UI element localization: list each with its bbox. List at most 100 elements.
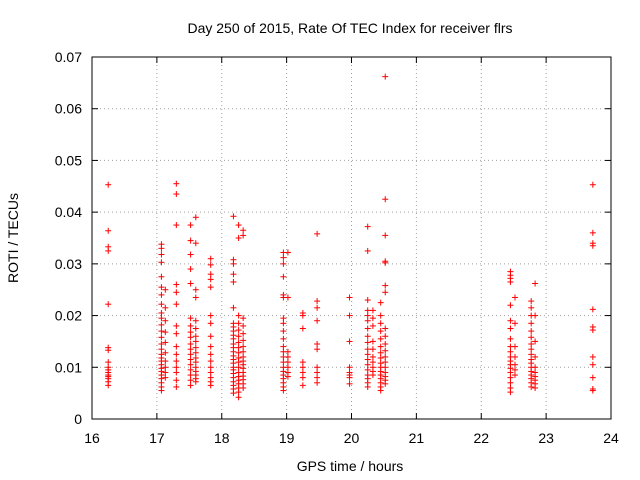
- x-tick-label: 21: [409, 430, 425, 446]
- data-point: [589, 327, 596, 334]
- data-point: [187, 237, 194, 244]
- data-point: [158, 284, 165, 291]
- data-point: [158, 259, 165, 266]
- data-point: [377, 387, 384, 394]
- data-point: [235, 320, 242, 327]
- y-tick-label: 0.02: [55, 308, 82, 324]
- data-point: [511, 372, 518, 379]
- data-point: [369, 359, 376, 366]
- data-point: [528, 298, 535, 305]
- data-point: [589, 353, 596, 360]
- data-point: [105, 347, 112, 354]
- data-point: [377, 343, 384, 350]
- data-point: [528, 320, 535, 327]
- grid-lines: [92, 57, 611, 419]
- x-tick-label: 17: [149, 430, 165, 446]
- data-point: [192, 344, 199, 351]
- data-point: [346, 364, 353, 371]
- data-point: [507, 369, 514, 376]
- data-point: [364, 297, 371, 304]
- data-point: [280, 343, 287, 350]
- data-points: [105, 73, 596, 401]
- data-point: [346, 312, 353, 319]
- data-point: [187, 322, 194, 329]
- data-point: [507, 325, 514, 332]
- data-point: [532, 364, 539, 371]
- data-point: [532, 353, 539, 360]
- data-point: [377, 320, 384, 327]
- data-point: [364, 312, 371, 319]
- data-point: [382, 259, 389, 266]
- data-point: [207, 261, 214, 268]
- x-tick-label: 23: [538, 430, 554, 446]
- y-tick-label: 0: [74, 411, 82, 427]
- y-tick-label: 0.03: [55, 256, 82, 272]
- data-point: [235, 339, 242, 346]
- data-point: [280, 254, 287, 261]
- data-point: [280, 320, 287, 327]
- data-point: [158, 273, 165, 280]
- data-point: [511, 366, 518, 373]
- data-point: [284, 348, 291, 355]
- x-axis-label: GPS time / hours: [297, 458, 404, 474]
- y-axis-label: ROTI / TECUs: [5, 193, 21, 283]
- data-point: [284, 249, 291, 256]
- data-point: [158, 346, 165, 353]
- data-point: [192, 286, 199, 293]
- data-point: [173, 358, 180, 365]
- data-point: [105, 247, 112, 254]
- data-point: [207, 271, 214, 278]
- data-point: [187, 266, 194, 273]
- data-point: [299, 374, 306, 381]
- data-point: [507, 389, 514, 396]
- data-point: [240, 227, 247, 234]
- data-point: [299, 312, 306, 319]
- data-point: [280, 273, 287, 280]
- data-point: [162, 329, 169, 336]
- data-point: [207, 284, 214, 291]
- data-point: [240, 384, 247, 391]
- data-point: [314, 346, 321, 353]
- data-point: [158, 245, 165, 252]
- data-point: [235, 349, 242, 356]
- data-point: [369, 315, 376, 322]
- data-point: [369, 322, 376, 329]
- data-point: [528, 346, 535, 353]
- data-point: [173, 330, 180, 337]
- data-point: [314, 379, 321, 386]
- data-point: [532, 384, 539, 391]
- data-point: [382, 333, 389, 340]
- data-point: [589, 242, 596, 249]
- data-point: [230, 304, 237, 311]
- data-point: [364, 333, 371, 340]
- data-point: [187, 341, 194, 348]
- data-point: [284, 364, 291, 371]
- data-point: [235, 333, 242, 340]
- data-point: [158, 387, 165, 394]
- data-point: [511, 361, 518, 368]
- data-point: [162, 349, 169, 356]
- data-point: [364, 361, 371, 368]
- data-point: [173, 222, 180, 229]
- data-point: [240, 343, 247, 350]
- data-point: [382, 353, 389, 360]
- data-point: [511, 294, 518, 301]
- data-point: [589, 387, 596, 394]
- data-point: [364, 351, 371, 358]
- data-point: [314, 341, 321, 348]
- data-point: [207, 369, 214, 376]
- data-point: [377, 354, 384, 361]
- data-point: [382, 359, 389, 366]
- data-point: [382, 289, 389, 296]
- data-point: [528, 334, 535, 341]
- data-point: [589, 374, 596, 381]
- data-point: [162, 369, 169, 376]
- data-point: [364, 247, 371, 254]
- data-point: [187, 366, 194, 373]
- data-point: [187, 372, 194, 379]
- data-point: [284, 294, 291, 301]
- data-point: [192, 214, 199, 221]
- data-point: [173, 369, 180, 376]
- data-point: [346, 374, 353, 381]
- data-point: [382, 282, 389, 289]
